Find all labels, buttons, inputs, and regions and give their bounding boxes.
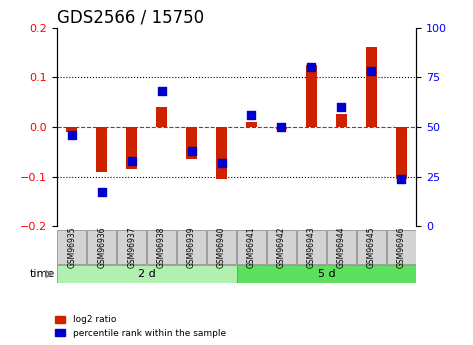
Text: GDS2566 / 15750: GDS2566 / 15750 (57, 8, 204, 26)
Point (68, 132, 76, 138)
Text: GSM96942: GSM96942 (277, 226, 286, 268)
FancyBboxPatch shape (177, 230, 206, 264)
Text: time: time (30, 269, 55, 279)
Text: GSM96944: GSM96944 (337, 226, 346, 268)
Point (158, 88, 166, 94)
Point (188, 148, 195, 154)
FancyBboxPatch shape (237, 230, 266, 264)
FancyBboxPatch shape (117, 230, 146, 264)
Bar (276, 127, 287, 129)
Point (218, 160, 225, 165)
Text: GSM96935: GSM96935 (67, 226, 76, 268)
Point (98, 190, 105, 195)
Point (338, 104, 345, 110)
FancyBboxPatch shape (327, 230, 356, 264)
Text: GSM96936: GSM96936 (97, 226, 106, 268)
Text: GSM96945: GSM96945 (367, 226, 376, 268)
Point (278, 124, 285, 130)
Text: 2 d: 2 d (138, 269, 156, 279)
Text: 5 d: 5 d (317, 269, 335, 279)
FancyBboxPatch shape (57, 230, 86, 264)
FancyBboxPatch shape (387, 230, 416, 264)
FancyBboxPatch shape (207, 230, 236, 264)
Bar (366, 48, 377, 127)
Text: GSM96941: GSM96941 (247, 226, 256, 268)
Text: GSM96937: GSM96937 (127, 226, 136, 268)
FancyBboxPatch shape (267, 230, 296, 264)
Text: GSM96940: GSM96940 (217, 226, 226, 268)
FancyBboxPatch shape (88, 230, 116, 264)
Text: GSM96939: GSM96939 (187, 226, 196, 268)
FancyBboxPatch shape (297, 230, 326, 264)
Bar (96, 127, 107, 171)
Text: GSM96943: GSM96943 (307, 226, 316, 268)
Point (128, 158, 135, 164)
FancyBboxPatch shape (147, 230, 176, 264)
Bar (396, 127, 406, 179)
Legend: log2 ratio, percentile rank within the sample: log2 ratio, percentile rank within the s… (52, 313, 228, 341)
Point (368, 69, 375, 74)
Bar (216, 127, 227, 179)
Text: GSM96938: GSM96938 (157, 226, 166, 268)
Text: GSM96946: GSM96946 (397, 226, 406, 268)
Bar (306, 65, 316, 127)
Bar (336, 115, 347, 127)
FancyBboxPatch shape (236, 265, 416, 283)
FancyBboxPatch shape (357, 230, 385, 264)
Bar (67, 127, 77, 132)
Bar (157, 107, 167, 127)
Point (248, 112, 255, 118)
FancyBboxPatch shape (57, 265, 236, 283)
Point (307, 65, 315, 70)
Bar (246, 122, 257, 127)
Bar (126, 127, 137, 169)
Bar (186, 127, 197, 159)
Point (397, 176, 405, 181)
